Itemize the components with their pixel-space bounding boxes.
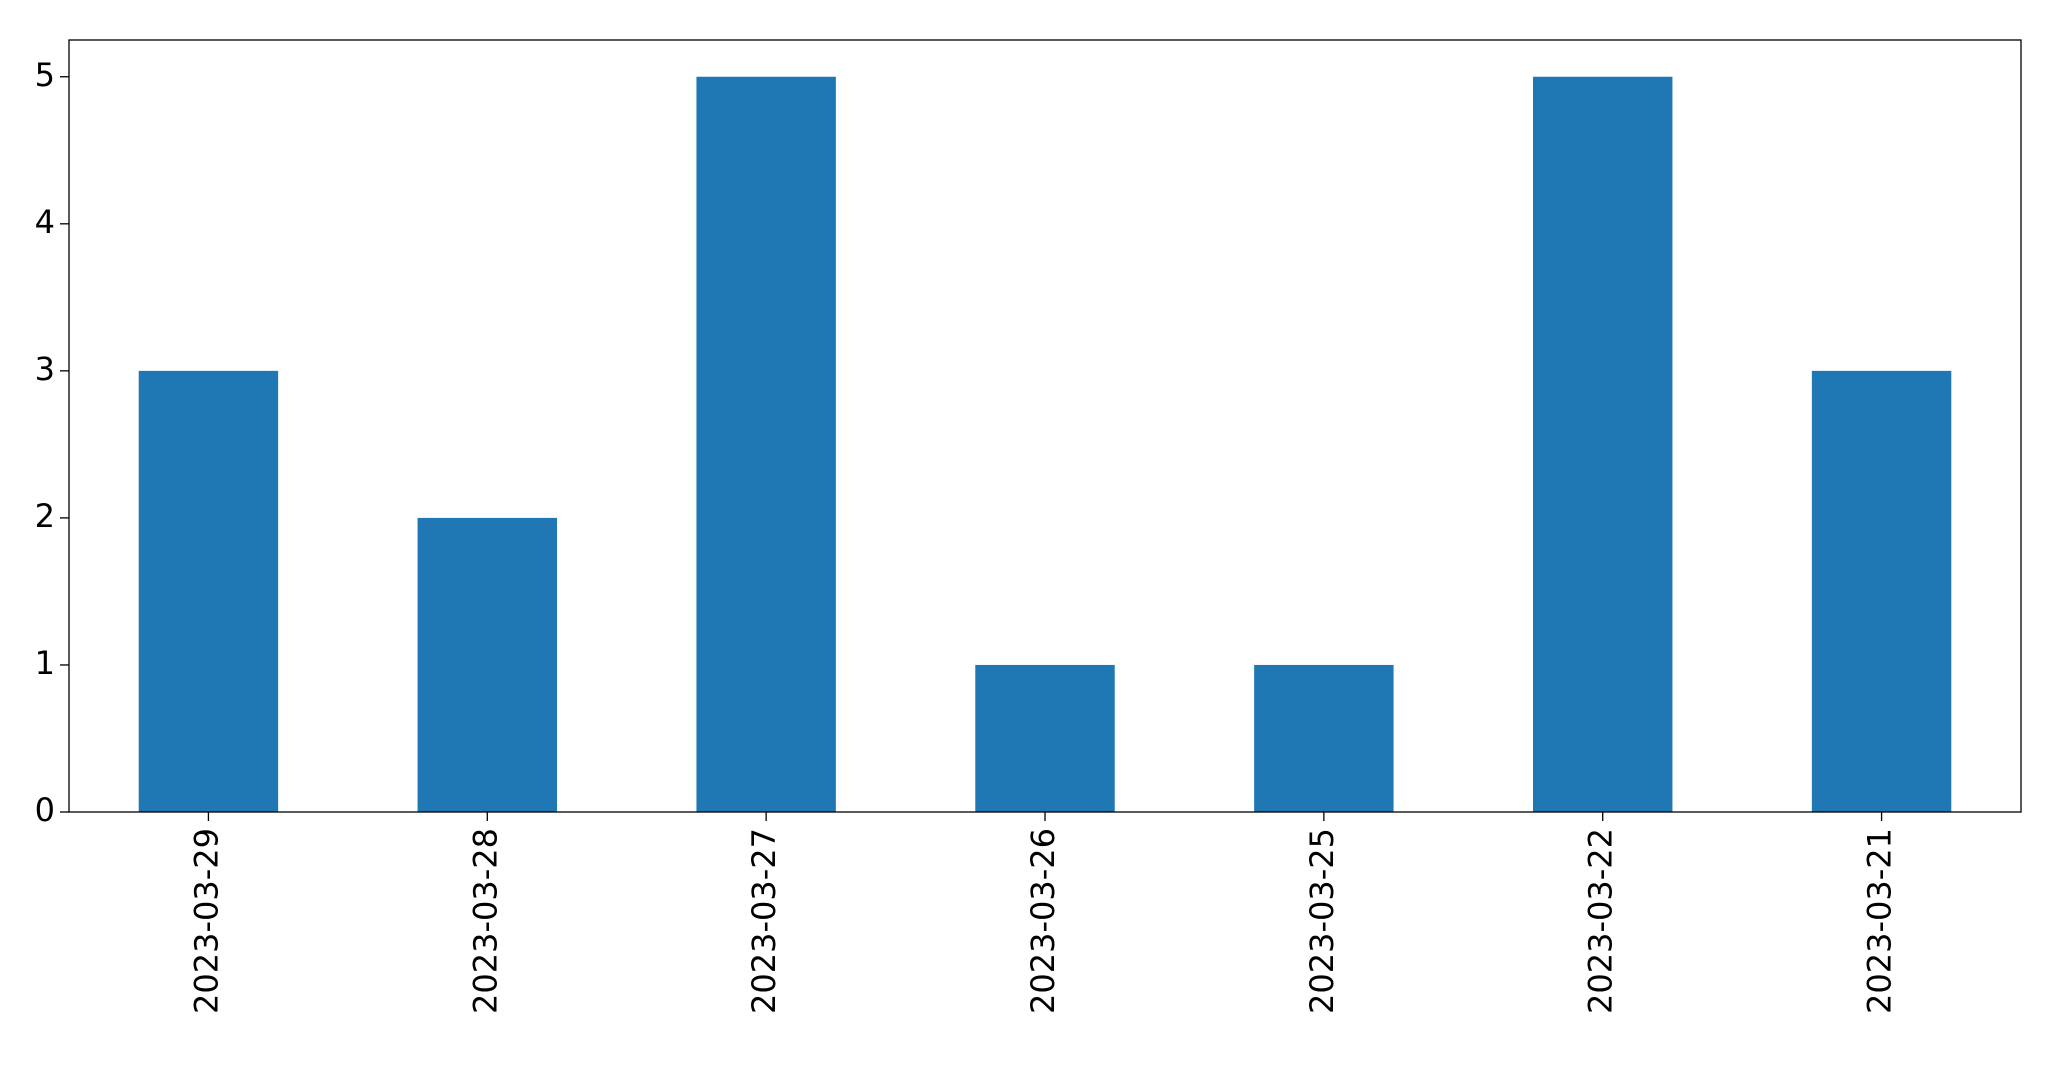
x-tick-label: 2023-03-22 — [1582, 828, 1620, 1014]
bars-group — [138, 76, 1952, 812]
y-tick-label: 3 — [35, 350, 55, 388]
bar-2023-03-22 — [1533, 76, 1673, 812]
x-tick-label: 2023-03-29 — [187, 828, 225, 1014]
x-tick-label: 2023-03-26 — [1024, 828, 1062, 1014]
y-axis-ticks: 0 1 2 3 4 5 — [35, 56, 69, 829]
bar-2023-03-25 — [1254, 664, 1394, 812]
bar-2023-03-27 — [696, 76, 836, 812]
x-tick-label: 2023-03-27 — [745, 828, 783, 1014]
bar-2023-03-28 — [417, 517, 557, 812]
x-axis-ticks: 2023-03-29 2023-03-28 2023-03-27 2023-03-26… — [187, 812, 1899, 1014]
x-tick-label: 2023-03-21 — [1861, 828, 1899, 1014]
y-tick-label: 1 — [35, 644, 55, 682]
y-tick-label: 5 — [35, 56, 55, 94]
bar-2023-03-29 — [138, 370, 279, 812]
bar-2023-03-26 — [975, 664, 1115, 812]
y-tick-label: 4 — [35, 203, 55, 241]
x-tick-label: 2023-03-28 — [466, 828, 504, 1014]
y-tick-label: 0 — [35, 791, 55, 829]
bar-2023-03-21 — [1811, 370, 1952, 812]
x-tick-label: 2023-03-25 — [1303, 828, 1341, 1014]
y-tick-label: 2 — [35, 497, 55, 535]
plot-frame — [68, 39, 2022, 813]
